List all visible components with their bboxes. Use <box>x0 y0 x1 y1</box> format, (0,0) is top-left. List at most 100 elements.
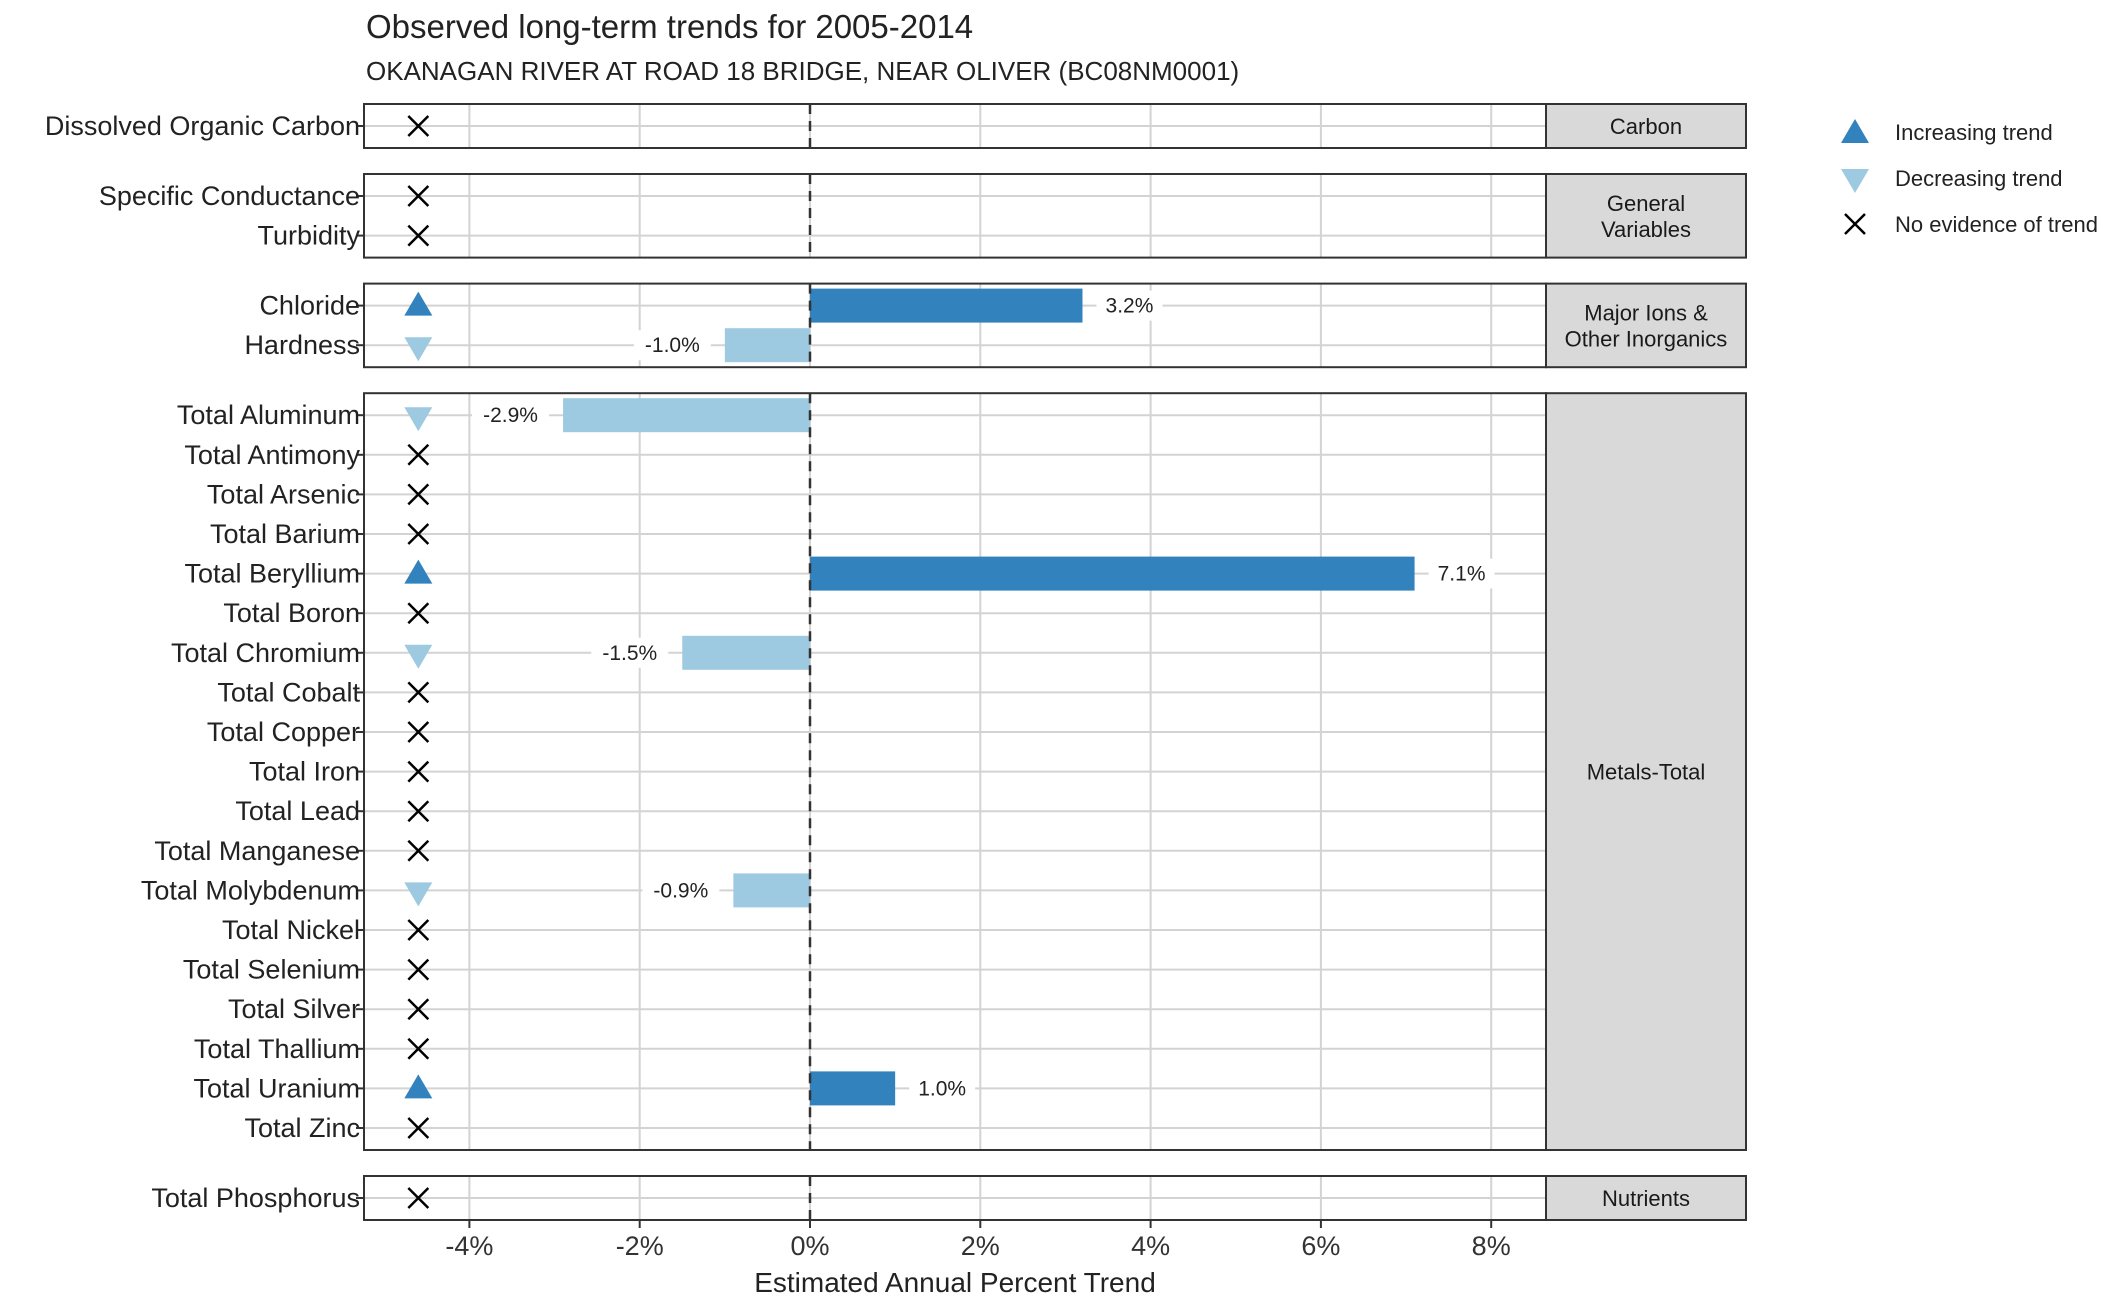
legend-increasing-icon <box>1841 119 1869 143</box>
no-trend-marker <box>407 919 430 941</box>
value-label-bg <box>1428 558 1495 589</box>
y-tick-label: Total Cobalt <box>217 677 360 707</box>
legend-label: Decreasing trend <box>1895 166 2063 191</box>
value-label: 1.0% <box>918 1077 966 1100</box>
facet-strip <box>1545 392 1747 1151</box>
no-trend-marker <box>407 839 430 862</box>
y-tick-label: Total Molybdenum <box>141 875 360 905</box>
value-label-bg <box>1096 290 1163 321</box>
no-trend-marker <box>407 224 430 247</box>
facet-strip-label: Nutrients <box>1602 1186 1690 1211</box>
y-tick-label: Hardness <box>244 330 360 360</box>
y-tick-label: Dissolved Organic Carbon <box>45 111 360 141</box>
decreasing-marker <box>404 407 433 432</box>
y-tick-label: Total Manganese <box>154 836 360 866</box>
y-tick-label: Total Copper <box>207 717 360 747</box>
y-tick-label: Total Arsenic <box>207 479 360 509</box>
facet-strip <box>1545 103 1747 149</box>
no-trend-marker <box>407 958 430 981</box>
bar <box>724 328 810 363</box>
value-label-bg <box>909 1073 976 1104</box>
y-tick-label: Total Thallium <box>194 1034 360 1064</box>
no-trend-marker <box>407 523 430 545</box>
decreasing-marker <box>404 644 433 669</box>
x-tick-label: 0% <box>790 1231 829 1261</box>
bar <box>810 1071 896 1106</box>
no-trend-marker <box>407 602 430 625</box>
increasing-marker <box>404 1074 433 1099</box>
x-tick-label: 8% <box>1472 1231 1511 1261</box>
facet-strip-label: Carbon <box>1610 114 1682 139</box>
decreasing-marker <box>404 337 433 362</box>
increasing-marker <box>404 559 433 584</box>
legend-label: No evidence of trend <box>1895 212 2098 237</box>
facet-strip-label: Other Inorganics <box>1565 326 1728 351</box>
no-trend-marker <box>407 760 430 783</box>
value-label: -1.0% <box>645 334 700 357</box>
facet-strip <box>1545 173 1747 259</box>
y-tick-label: Total Aluminum <box>177 400 360 430</box>
y-tick-label: Turbidity <box>257 221 360 251</box>
y-tick-label: Total Boron <box>223 598 360 628</box>
y-tick-label: Total Beryllium <box>184 559 360 589</box>
y-tick-label: Total Antimony <box>184 440 360 470</box>
y-tick-label: Total Selenium <box>183 955 360 985</box>
x-tick-label: 2% <box>961 1231 1000 1261</box>
facet-strip-label: Major Ions & <box>1584 300 1708 325</box>
value-label-bg <box>633 330 711 361</box>
y-tick-label: Total Barium <box>210 519 360 549</box>
value-label: -1.5% <box>602 642 657 665</box>
y-tick-label: Total Phosphorus <box>151 1183 360 1213</box>
value-label: 3.2% <box>1106 295 1154 318</box>
x-tick-label: 4% <box>1131 1231 1170 1261</box>
no-trend-marker <box>407 1187 430 1209</box>
facet-strip <box>1545 1175 1747 1221</box>
no-trend-marker <box>407 800 430 823</box>
no-trend-marker <box>407 443 430 466</box>
no-trend-marker <box>407 721 430 743</box>
no-trend-marker <box>407 185 430 207</box>
bar <box>682 635 810 670</box>
chart-subtitle: OKANAGAN RIVER AT ROAD 18 BRIDGE, NEAR O… <box>366 56 1240 86</box>
x-axis-label: Estimated Annual Percent Trend <box>754 1267 1156 1298</box>
no-trend-marker <box>407 1037 430 1060</box>
x-tick-label: -2% <box>616 1231 664 1261</box>
facet-strip-label: Variables <box>1601 217 1691 242</box>
no-trend-marker <box>407 483 430 506</box>
x-tick-label: -4% <box>445 1231 493 1261</box>
legend-decreasing-icon <box>1841 169 1869 193</box>
facet-strip-label: Metals-Total <box>1587 760 1706 785</box>
value-label: -2.9% <box>483 404 538 427</box>
legend-no-trend-icon <box>1844 213 1866 235</box>
y-tick-label: Total Silver <box>228 994 360 1024</box>
bar <box>810 288 1083 323</box>
y-tick-label: Chloride <box>259 291 360 321</box>
y-tick-label: Total Zinc <box>244 1113 360 1143</box>
facet-strip-label: General <box>1607 191 1685 216</box>
value-label: -0.9% <box>653 879 708 902</box>
y-tick-label: Total Lead <box>235 796 360 826</box>
no-trend-marker <box>407 998 430 1021</box>
y-tick-label: Total Iron <box>249 757 360 787</box>
y-tick-label: Total Nickel <box>222 915 360 945</box>
increasing-marker <box>404 291 433 316</box>
legend-label: Increasing trend <box>1895 120 2053 145</box>
bar <box>563 398 810 433</box>
decreasing-marker <box>404 882 433 907</box>
y-tick-label: Specific Conductance <box>99 181 360 211</box>
facet-panel <box>363 173 1547 259</box>
bar <box>733 873 810 908</box>
y-tick-label: Total Chromium <box>171 638 360 668</box>
y-tick-label: Total Uranium <box>193 1073 360 1103</box>
chart-title: Observed long-term trends for 2005-2014 <box>366 8 974 45</box>
value-label-bg <box>472 400 550 431</box>
value-label: 7.1% <box>1438 563 1486 586</box>
no-trend-marker <box>407 115 430 137</box>
x-tick-label: 6% <box>1301 1231 1340 1261</box>
value-label-bg <box>642 875 720 906</box>
facet-strip <box>1545 282 1747 369</box>
bar <box>810 556 1415 591</box>
value-label-bg <box>591 637 669 668</box>
no-trend-marker <box>407 681 430 704</box>
